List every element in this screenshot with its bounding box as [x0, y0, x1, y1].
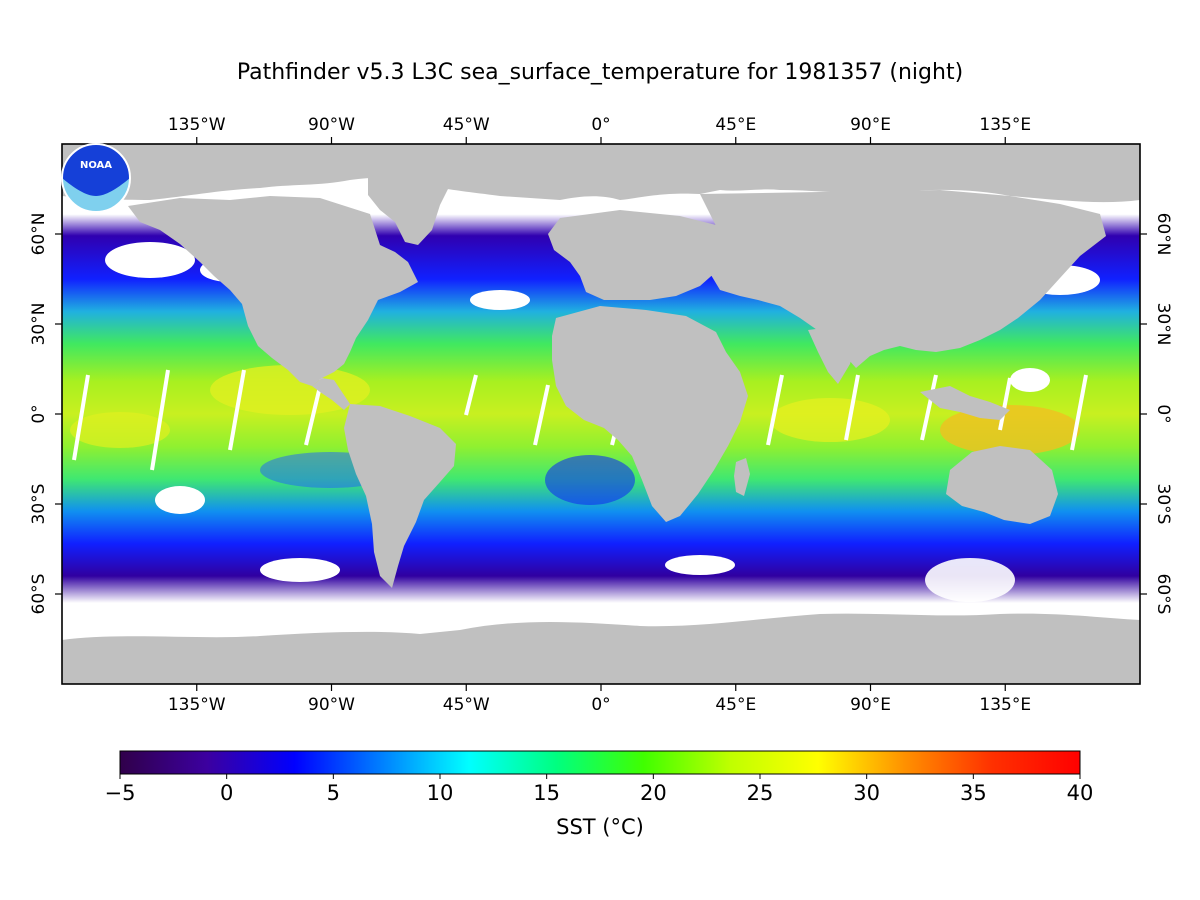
lat-tick-label-left: 0° — [29, 404, 49, 423]
lon-tick-label-top: 90°E — [850, 115, 891, 135]
colorbar-tick-label: 30 — [853, 781, 880, 805]
lon-ticks-bottom: 135°W 90°W 45°W 0° 45°E 90°E 135°E — [168, 684, 1031, 715]
lat-ticks-left: 60°N 30°N 0° 30°S 60°S — [29, 213, 62, 615]
lon-tick-label-bottom: 135°W — [168, 695, 226, 715]
lon-tick-label-top: 45°E — [715, 115, 756, 135]
colorbar-tick-label: 35 — [960, 781, 987, 805]
north-america — [128, 196, 418, 386]
colorbar-tick-label: 15 — [533, 781, 560, 805]
lon-ticks-top: 135°W 90°W 45°W 0° 45°E 90°E 135°E — [168, 115, 1031, 144]
lon-tick-label-top: 90°W — [308, 115, 355, 135]
lat-tick-label-right: 30°N — [1153, 303, 1173, 346]
lat-tick-label-left: 30°S — [29, 484, 49, 525]
lon-tick-label-top: 45°W — [443, 115, 490, 135]
lat-tick-label-left: 30°N — [29, 303, 49, 346]
australia — [946, 446, 1058, 524]
colorbar-tick-label: 25 — [747, 781, 774, 805]
land-masses — [62, 144, 1140, 684]
lon-tick-label-top: 135°W — [168, 115, 226, 135]
colorbar-tick-label: 20 — [640, 781, 667, 805]
south-america — [344, 404, 456, 588]
antarctica — [62, 613, 1140, 684]
central-america — [312, 378, 350, 410]
india — [808, 326, 856, 384]
europe — [548, 210, 732, 300]
madagascar — [734, 458, 750, 496]
lat-tick-label-right: 0° — [1153, 404, 1173, 423]
lat-tick-label-left: 60°S — [29, 574, 49, 615]
map-area — [62, 144, 1140, 684]
lat-tick-label-right: 60°S — [1153, 574, 1173, 615]
lat-tick-label-left: 60°N — [29, 213, 49, 256]
colorbar-tick-label: 40 — [1067, 781, 1094, 805]
colorbar-ticks: −5 0 5 10 15 20 25 30 35 40 — [105, 774, 1094, 805]
lon-tick-label-bottom: 135°E — [979, 695, 1031, 715]
greenland — [368, 172, 450, 245]
lon-tick-label-bottom: 0° — [591, 695, 610, 715]
colorbar-tick-label: 10 — [427, 781, 454, 805]
noaa-logo-icon: NOAA — [61, 143, 131, 213]
lon-tick-label-bottom: 45°E — [715, 695, 756, 715]
lon-tick-label-top: 0° — [591, 115, 610, 135]
noaa-logo-text: NOAA — [80, 160, 112, 171]
colorbar-tick-label: 0 — [220, 781, 233, 805]
colorbar — [119, 750, 1081, 775]
asia — [700, 190, 1106, 368]
map-title: Pathfinder v5.3 L3C sea_surface_temperat… — [237, 60, 963, 85]
southeast-asia-islands — [920, 386, 1010, 420]
lon-tick-label-bottom: 45°W — [443, 695, 490, 715]
lat-tick-label-right: 30°S — [1153, 484, 1173, 525]
africa — [552, 306, 748, 522]
swath-gaps — [72, 369, 1088, 471]
lon-tick-label-bottom: 90°E — [850, 695, 891, 715]
colorbar-tick-label: 5 — [327, 781, 340, 805]
arctic-land — [62, 144, 1140, 203]
lat-tick-label-right: 60°N — [1153, 213, 1173, 256]
colorbar-label: SST (°C) — [556, 815, 644, 839]
colorbar-tick-label: −5 — [105, 781, 136, 805]
lon-tick-label-top: 135°E — [979, 115, 1031, 135]
lon-tick-label-bottom: 90°W — [308, 695, 355, 715]
no-data-cloud-patches — [105, 242, 1100, 602]
lat-ticks-right: 60°N 30°N 0° 30°S 60°S — [1140, 213, 1173, 615]
